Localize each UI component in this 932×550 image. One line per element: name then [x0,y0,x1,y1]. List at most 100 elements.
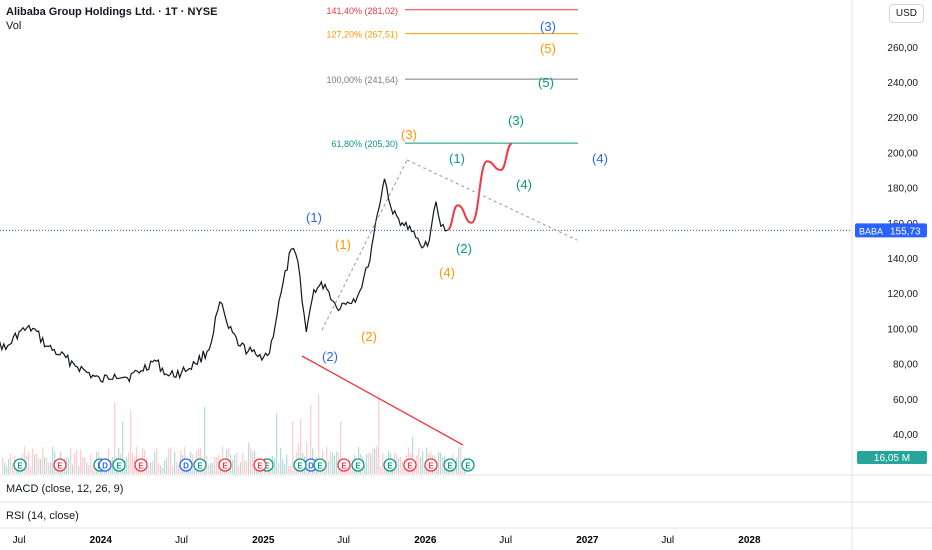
fib-level-label: 100,00% (241,64) [326,75,398,85]
volume-bar [286,455,288,474]
price-axis-tick: 260,00 [887,43,918,54]
price-axis-tick: 100,00 [887,324,918,335]
event-marker[interactable] [253,458,267,472]
event-marker[interactable] [112,458,126,472]
volume-bar [462,467,464,474]
volume-bar [376,446,378,474]
event-marker-letter: E [297,462,303,471]
volume-bar [114,401,116,474]
volume-bar [210,462,212,474]
volume-bar [456,457,458,474]
event-marker[interactable] [13,458,27,472]
volume-bar [398,458,400,474]
volume-bar [244,460,246,474]
price-axis-tick: 40,00 [893,430,918,441]
elliott-wave-label: (2) [361,329,377,344]
event-marker[interactable] [218,458,232,472]
time-axis-tick: 2024 [90,535,113,546]
event-marker[interactable] [293,458,307,472]
symbol-header: Alibaba Group Holdings Ltd. · 1T · NYSE … [6,5,217,33]
price-series-line[interactable] [0,178,448,384]
fib-level-label: 141,40% (281,02) [326,6,398,16]
volume-bar [438,452,440,474]
volume-bar [158,463,160,474]
volume-indicator-label[interactable]: Vol [6,20,22,32]
event-marker[interactable] [134,458,148,472]
volume-bar [152,460,154,474]
rsi-pane-label[interactable]: RSI (14, close) [6,510,79,522]
volume-bar [382,453,384,474]
volume-bar [176,461,178,474]
volume-bar [160,465,162,474]
volume-bar [236,452,238,474]
event-marker[interactable] [179,458,193,472]
elliott-wave-label: (4) [516,177,532,192]
event-marker[interactable] [461,458,475,472]
event-marker[interactable] [351,458,365,472]
volume-bar [156,448,158,474]
price-axis-tick: 240,00 [887,78,918,89]
volume-bar [8,458,10,474]
volume-bar [4,462,6,474]
volume-value-badge[interactable] [857,451,927,464]
macd-pane-label[interactable]: MACD (close, 12, 26, 9) [6,483,124,495]
volume-bar [94,467,96,474]
fib-level-label: 61,80% (205,30) [331,139,398,149]
volume-bar [86,462,88,474]
trendline-red[interactable] [301,355,464,446]
volume-bar [252,451,254,474]
event-marker[interactable] [313,458,327,472]
trendline-dashed-down[interactable] [406,159,578,241]
volume-bar [234,454,236,474]
event-marker[interactable] [383,458,397,472]
volume-bar [414,466,416,474]
elliott-wave-label: (5) [540,41,556,56]
volume-bar [436,464,438,474]
volume-bar [306,441,308,474]
elliott-wave-label: (2) [456,241,472,256]
volume-bar [70,448,72,474]
volume-bar [34,454,36,474]
last-price-badge[interactable] [855,223,927,238]
volume-bar [240,462,242,474]
volume-bar [282,458,284,474]
event-marker[interactable] [443,458,457,472]
volume-bar [290,466,292,474]
volume-bar [458,447,460,474]
symbol-title[interactable]: Alibaba Group Holdings Ltd. · 1T · NYSE [6,6,218,18]
elliott-wave-label: (2) [322,349,338,364]
event-marker-letter: E [264,462,270,471]
event-marker-letter: E [257,462,263,471]
volume-bar [42,446,44,474]
volume-bar [372,448,374,474]
event-marker[interactable] [424,458,438,472]
volume-bar [206,456,208,474]
elliott-wave-label: (4) [439,265,455,280]
event-marker-letter: E [116,462,122,471]
event-marker[interactable] [193,458,207,472]
event-marker-letter: E [465,462,471,471]
volume-bar [36,453,38,474]
volume-bar [374,448,376,474]
volume-bar [38,458,40,474]
volume-bar [92,465,94,474]
event-marker[interactable] [403,458,417,472]
volume-bar [250,448,252,474]
volume-bar [274,458,276,474]
volume-bar [400,456,402,474]
event-marker[interactable] [337,458,351,472]
event-marker[interactable] [53,458,67,472]
volume-bar [332,452,334,474]
volume-bar [246,461,248,474]
volume-bar [178,464,180,474]
volume-bar [90,454,92,474]
event-marker-letter: E [222,462,228,471]
event-marker[interactable] [98,458,112,472]
volume-bar [242,452,244,474]
currency-button[interactable]: USD [888,4,924,23]
time-axis-tick: 2028 [738,535,761,546]
trendline-dashed-up[interactable] [321,159,408,331]
projection-line[interactable] [447,142,513,231]
volume-bar [368,452,370,474]
